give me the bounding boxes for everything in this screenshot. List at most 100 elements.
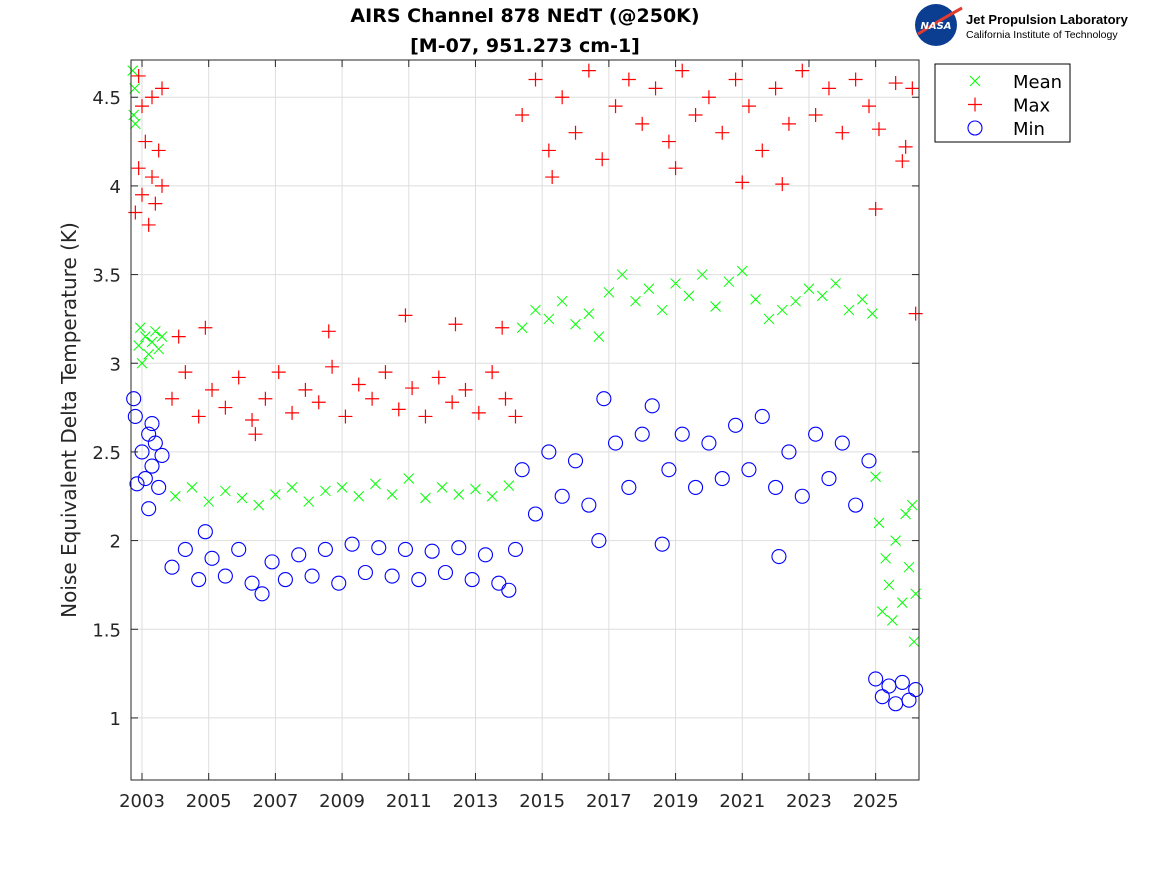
- min-point: [491, 575, 507, 591]
- min-point: [567, 453, 584, 469]
- mean-point: [336, 482, 348, 493]
- max-point: [155, 178, 170, 193]
- min-point: [357, 564, 373, 581]
- data-points: [126, 63, 924, 712]
- mean-point: [723, 276, 735, 288]
- x-tick-label: 2007: [252, 791, 298, 812]
- series-max: [128, 63, 923, 442]
- min-point: [317, 541, 333, 558]
- mean-point: [830, 278, 841, 289]
- max-point: [145, 170, 160, 185]
- x-tick-label: 2023: [786, 791, 832, 812]
- min-point: [754, 408, 770, 425]
- max-point: [728, 72, 743, 87]
- mean-point: [156, 331, 168, 343]
- min-point: [129, 476, 145, 492]
- min-point: [861, 453, 877, 469]
- min-point: [644, 398, 660, 414]
- min-point: [451, 540, 467, 556]
- max-point: [755, 143, 770, 158]
- mean-point: [270, 489, 281, 500]
- min-point: [244, 575, 260, 591]
- max-point: [138, 134, 153, 149]
- min-point: [808, 426, 824, 442]
- min-point: [344, 536, 360, 552]
- max-point: [781, 116, 796, 131]
- mean-point: [139, 331, 151, 343]
- y-tick-label: 3.5: [92, 266, 121, 287]
- y-tick-label: 2.5: [92, 443, 121, 464]
- max-point: [661, 134, 676, 149]
- min-point: [591, 533, 607, 549]
- mean-point: [816, 290, 828, 302]
- mean-point: [843, 304, 855, 316]
- min-point: [204, 550, 220, 566]
- legend-mean-label: Mean: [1013, 72, 1062, 93]
- max-point: [508, 409, 523, 424]
- min-point: [254, 586, 270, 602]
- max-point: [528, 72, 543, 87]
- mean-point: [403, 473, 415, 484]
- mean-point: [856, 294, 868, 305]
- mean-point: [530, 304, 541, 316]
- mean-point: [127, 65, 139, 76]
- max-point: [888, 76, 903, 91]
- mean-point: [203, 496, 215, 507]
- max-point: [735, 175, 750, 190]
- min-point: [191, 572, 207, 588]
- grid: [131, 60, 919, 780]
- min-point: [901, 692, 917, 708]
- x-tick-label: 2019: [653, 791, 699, 812]
- min-point: [874, 689, 890, 705]
- mean-point: [736, 265, 748, 277]
- max-point: [311, 395, 326, 410]
- max-point: [405, 381, 420, 396]
- mean-point: [866, 308, 878, 319]
- min-point: [781, 444, 797, 460]
- min-point: [768, 479, 784, 495]
- legend-max-marker-icon: [968, 97, 982, 112]
- mean-point: [670, 278, 681, 289]
- max-point: [648, 81, 663, 96]
- mean-point: [453, 489, 465, 500]
- min-point: [514, 462, 530, 478]
- nasa-meatball-icon: [915, 4, 957, 46]
- mean-point: [286, 482, 298, 493]
- max-point: [795, 63, 810, 78]
- min-point: [411, 572, 427, 588]
- min-point: [728, 417, 744, 433]
- x-tick-label: 2025: [853, 791, 899, 812]
- min-point: [464, 572, 480, 588]
- min-point: [868, 671, 884, 687]
- max-point: [498, 391, 513, 406]
- max-point: [555, 90, 570, 105]
- max-point: [418, 409, 433, 424]
- mean-point: [153, 343, 165, 355]
- max-point: [675, 63, 690, 78]
- mean-point: [253, 499, 265, 511]
- mean-point: [516, 322, 528, 334]
- x-tick-label: 2013: [453, 791, 499, 812]
- max-point: [325, 359, 340, 374]
- max-point: [165, 391, 180, 406]
- min-point: [834, 435, 850, 451]
- max-point: [581, 63, 596, 78]
- x-tick-label: 2005: [186, 791, 232, 812]
- y-tick-label: 4: [110, 177, 121, 198]
- plot-frame: [130, 59, 920, 781]
- min-point: [541, 444, 557, 460]
- mean-point: [896, 597, 908, 609]
- max-point: [861, 99, 876, 114]
- min-point: [264, 554, 280, 570]
- min-point: [291, 547, 307, 563]
- min-point: [277, 572, 293, 588]
- max-point: [178, 365, 193, 380]
- max-point: [715, 125, 730, 140]
- max-point: [808, 107, 823, 122]
- min-point: [197, 524, 213, 540]
- max-point: [768, 81, 783, 96]
- mean-point: [886, 615, 898, 626]
- mean-point: [656, 304, 668, 316]
- mean-point: [543, 313, 555, 325]
